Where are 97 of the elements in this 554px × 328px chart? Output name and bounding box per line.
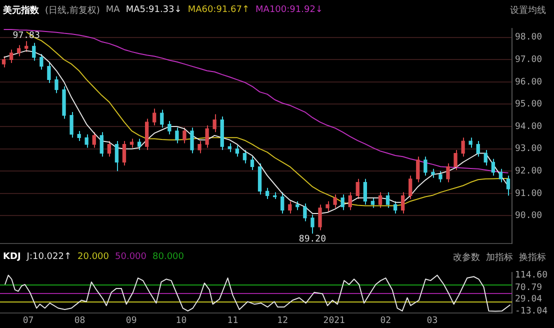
candlestick: [280, 192, 284, 214]
candlestick: [2, 56, 6, 68]
ref-line-label: 80.000: [152, 252, 184, 262]
candlestick: [54, 76, 58, 94]
y-tick-label: 95.00: [515, 100, 542, 110]
x-tick-label: 11: [227, 316, 238, 326]
candlestick: [24, 40, 28, 52]
candlestick: [318, 204, 322, 231]
x-tick-label: 07: [22, 316, 34, 326]
candlestick: [363, 178, 368, 206]
candlestick: [47, 62, 51, 84]
candlestick: [408, 175, 412, 200]
candlestick: [212, 114, 216, 133]
legend-title: MA: [106, 5, 120, 15]
y-tick-label: 93.00: [515, 144, 542, 154]
candlestick: [476, 140, 480, 158]
candlestick: [168, 120, 172, 135]
y-tick-label: 96.00: [515, 77, 542, 88]
candlestick: [348, 192, 352, 211]
y-tick-label: 94.00: [515, 122, 542, 132]
candlestick: [182, 127, 186, 144]
text: MA100:91.92↓: [256, 5, 323, 15]
x-tick-label: 03: [426, 316, 438, 326]
candlestick: [303, 202, 307, 222]
y-tick-label: 114.60: [515, 270, 548, 281]
candlestick: [137, 138, 142, 150]
candlestick: [152, 108, 156, 126]
candlestick: [77, 130, 81, 142]
chart-subtitle: (日线,前复权): [45, 4, 100, 16]
candlestick: [484, 149, 488, 166]
candlestick: [498, 168, 503, 183]
y-tick-label: 91.00: [515, 188, 542, 199]
candlestick: [32, 42, 36, 62]
candlestick: [288, 200, 292, 214]
candlestick: [454, 149, 458, 171]
candlestick: [310, 214, 314, 234]
candlestick: [400, 192, 405, 214]
x-tick-label: 10: [176, 316, 187, 326]
y-tick-label: 90.00: [515, 211, 542, 222]
text: MA5:91.33↓: [126, 5, 182, 15]
candlestick: [340, 194, 344, 211]
x-tick-label: 12: [277, 316, 288, 326]
candlestick: [370, 197, 375, 208]
text: J:10.022↑: [26, 252, 72, 262]
annotation: 89.20: [298, 234, 326, 244]
candlestick: [446, 162, 450, 183]
candlestick: [122, 140, 126, 166]
candlestick: [250, 156, 254, 171]
candlestick: [160, 109, 164, 128]
text: MA60:91.67↑: [188, 5, 250, 15]
candlestick: [70, 112, 74, 138]
candlestick: [378, 192, 382, 208]
candlestick: [424, 156, 428, 176]
text: 设置均线: [510, 4, 546, 16]
candlestick: [386, 192, 390, 208]
candlestick: [190, 127, 194, 154]
ref-line-label: 20.000: [78, 252, 110, 262]
y-tick-label: -13.04: [515, 306, 548, 317]
candlestick: [461, 137, 465, 158]
y-tick-label: 70.79: [515, 282, 542, 293]
y-tick-label: 97.00: [515, 54, 542, 65]
y-tick-label: 98.00: [515, 32, 542, 43]
candlestick: [326, 200, 330, 212]
text: 换指标: [519, 252, 546, 264]
candlestick: [491, 158, 496, 176]
text: 改参数: [453, 252, 480, 264]
candlestick: [265, 187, 270, 200]
candlestick: [114, 140, 119, 172]
candlestick: [438, 170, 442, 183]
x-tick-label: 2021: [323, 316, 345, 326]
candlestick: [242, 149, 247, 164]
candlestick: [356, 178, 360, 200]
chart-title: 美元指数: [3, 4, 39, 16]
y-tick-label: 29.04: [515, 294, 542, 305]
candlestick: [205, 124, 209, 148]
candlestick: [198, 140, 202, 154]
candlestick: [393, 200, 398, 214]
candlestick: [16, 44, 21, 57]
text: 加指标: [486, 252, 513, 264]
candlestick: [506, 175, 510, 196]
candlestick: [100, 132, 104, 158]
candlestick: [416, 156, 420, 183]
candlestick: [468, 137, 472, 148]
candlestick: [84, 134, 88, 148]
ref-line-label: 50.000: [115, 252, 147, 262]
candlestick: [107, 140, 112, 158]
candlestick: [333, 194, 337, 208]
x-tick-label: 09: [126, 316, 137, 326]
x-tick-label: 02: [380, 316, 392, 326]
candlestick: [92, 132, 96, 148]
chart-title: KDJ: [3, 252, 21, 262]
x-tick-label: 08: [74, 316, 86, 326]
candlestick: [235, 144, 240, 158]
candlestick: [9, 49, 14, 64]
candlestick: [175, 127, 179, 144]
candlestick: [40, 54, 44, 70]
y-tick-label: 92.00: [515, 166, 542, 176]
